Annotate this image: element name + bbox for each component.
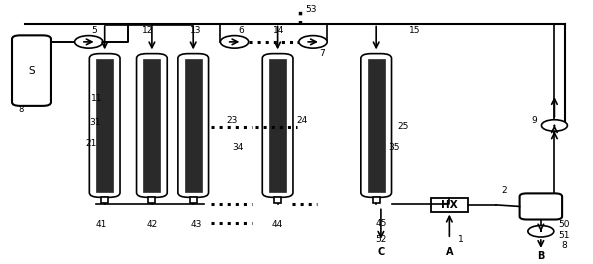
FancyBboxPatch shape — [185, 59, 202, 192]
Circle shape — [75, 36, 103, 48]
Text: 8: 8 — [18, 105, 24, 114]
FancyBboxPatch shape — [372, 197, 380, 203]
FancyBboxPatch shape — [12, 35, 51, 106]
FancyBboxPatch shape — [269, 59, 286, 192]
Text: 9: 9 — [531, 116, 537, 125]
FancyBboxPatch shape — [178, 54, 209, 197]
FancyBboxPatch shape — [368, 59, 385, 192]
Text: C: C — [377, 247, 384, 257]
FancyBboxPatch shape — [274, 197, 281, 203]
Text: 41: 41 — [96, 220, 107, 229]
FancyBboxPatch shape — [96, 59, 113, 192]
FancyBboxPatch shape — [519, 194, 562, 219]
Text: 6: 6 — [239, 26, 244, 35]
Text: 43: 43 — [190, 220, 202, 229]
Text: HX: HX — [441, 200, 458, 210]
Circle shape — [221, 36, 248, 48]
Text: 31: 31 — [89, 118, 100, 127]
FancyBboxPatch shape — [361, 54, 391, 197]
Text: 7: 7 — [320, 49, 326, 58]
Text: 53: 53 — [305, 5, 317, 14]
Text: 35: 35 — [388, 143, 400, 152]
Text: 23: 23 — [226, 116, 237, 125]
Text: 13: 13 — [190, 26, 202, 35]
Text: 52: 52 — [375, 235, 387, 244]
Text: 44: 44 — [272, 220, 283, 229]
Text: 50: 50 — [559, 220, 570, 229]
Text: A: A — [445, 247, 453, 257]
Text: 1: 1 — [458, 235, 464, 244]
Text: 45: 45 — [375, 219, 387, 228]
Text: S: S — [28, 66, 35, 76]
FancyBboxPatch shape — [90, 54, 120, 197]
FancyBboxPatch shape — [190, 197, 197, 203]
FancyBboxPatch shape — [262, 54, 293, 197]
FancyBboxPatch shape — [136, 54, 167, 197]
Text: 5: 5 — [92, 26, 97, 35]
Text: 21: 21 — [85, 139, 97, 148]
Text: 2: 2 — [502, 186, 507, 195]
Circle shape — [541, 120, 568, 131]
Text: 14: 14 — [273, 26, 285, 35]
Text: 15: 15 — [409, 26, 420, 35]
Text: 51: 51 — [559, 231, 570, 240]
Text: 11: 11 — [91, 93, 103, 102]
Text: 42: 42 — [146, 220, 158, 229]
FancyBboxPatch shape — [101, 197, 108, 203]
Text: 12: 12 — [142, 26, 153, 35]
FancyBboxPatch shape — [144, 59, 160, 192]
Circle shape — [528, 225, 554, 237]
Text: 34: 34 — [232, 143, 243, 152]
FancyBboxPatch shape — [431, 198, 468, 212]
Circle shape — [299, 36, 327, 48]
Text: 25: 25 — [397, 122, 409, 131]
Text: 8: 8 — [562, 241, 568, 250]
Text: 24: 24 — [296, 116, 308, 125]
FancyBboxPatch shape — [148, 197, 155, 203]
Text: B: B — [537, 251, 544, 261]
